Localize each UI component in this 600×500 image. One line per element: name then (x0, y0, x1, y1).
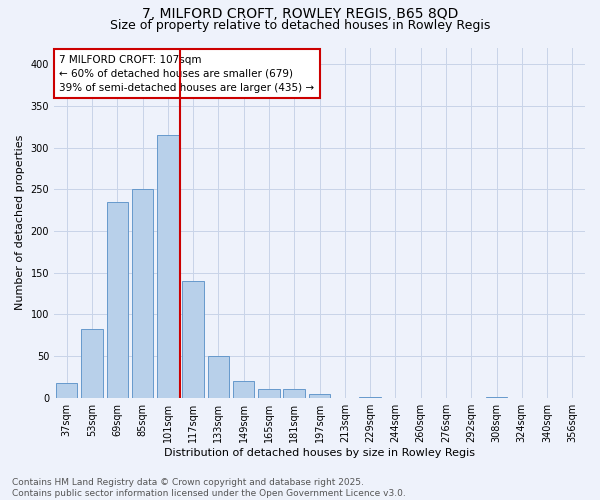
Y-axis label: Number of detached properties: Number of detached properties (15, 135, 25, 310)
Bar (359, 397, 381, 398)
Bar (258, 390, 280, 398)
X-axis label: Distribution of detached houses by size in Rowley Regis: Distribution of detached houses by size … (164, 448, 475, 458)
Text: 7 MILFORD CROFT: 107sqm
← 60% of detached houses are smaller (679)
39% of semi-d: 7 MILFORD CROFT: 107sqm ← 60% of detache… (59, 54, 314, 92)
Bar (56, 382, 77, 398)
Bar (233, 381, 254, 398)
Bar (309, 394, 330, 398)
Bar (157, 135, 179, 398)
Bar (132, 190, 153, 398)
Text: Size of property relative to detached houses in Rowley Regis: Size of property relative to detached ho… (110, 18, 490, 32)
Bar (208, 356, 229, 398)
Bar (182, 281, 204, 398)
Bar (283, 390, 305, 398)
Bar (486, 397, 507, 398)
Text: Contains HM Land Registry data © Crown copyright and database right 2025.
Contai: Contains HM Land Registry data © Crown c… (12, 478, 406, 498)
Text: 7, MILFORD CROFT, ROWLEY REGIS, B65 8QD: 7, MILFORD CROFT, ROWLEY REGIS, B65 8QD (142, 8, 458, 22)
Bar (107, 202, 128, 398)
Bar (81, 330, 103, 398)
